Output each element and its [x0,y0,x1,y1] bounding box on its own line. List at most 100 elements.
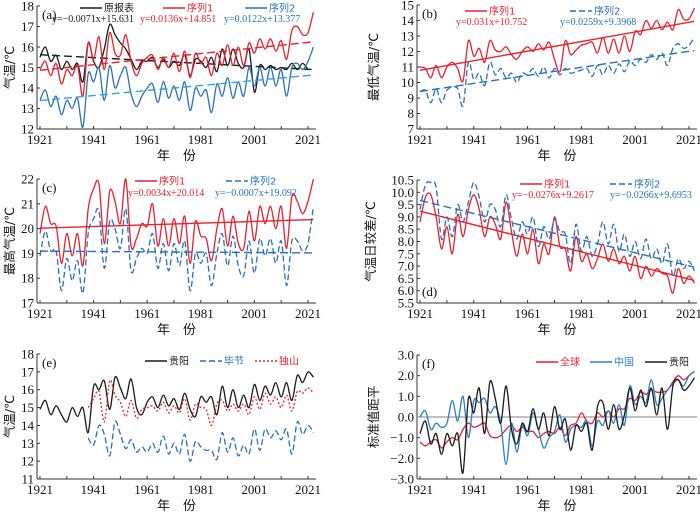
y-tick-label: 16 [21,382,35,397]
y-tick-label: 18 [21,347,34,362]
x-tick-label: 1981 [568,132,594,147]
y-tick-label: 11 [21,472,34,487]
y-tick-label: 12 [21,122,34,137]
legend-label: 中国 [614,356,634,369]
y-tick-label: 9.0 [398,209,414,224]
y-tick-label: 10 [401,75,414,90]
y-tick-label: 8.5 [398,222,414,237]
y-tick-label: 19 [21,246,34,261]
y-tick-label: 14 [21,418,35,433]
y-tick-label: 9.5 [398,197,414,212]
x-tick-label: 1981 [568,482,594,497]
x-axis-label: 年 份 [537,149,576,164]
trend-equation: y=0.0259x+9.3968 [560,17,636,28]
series-line-1 [419,192,695,294]
series-line-2 [419,37,695,108]
x-axis-label: 年 份 [537,323,576,338]
x-tick-label: 1921 [27,306,53,321]
panel-label: (c) [42,180,56,195]
panel-d: 5.56.06.57.07.58.08.59.09.510.010.5 1921 1… [363,173,700,339]
series-line-1 [419,370,695,449]
legend-label: 全球 [560,356,580,369]
legend-item-2: 毕节 [200,355,244,368]
x-tick-label: 1961 [515,482,541,497]
x-tick-label: 1921 [27,482,53,497]
y-axis-label: 气温/℃ [2,395,17,438]
panel-label: (f) [422,356,435,371]
x-tick-label: 1921 [27,132,53,147]
series-line-2 [419,180,695,277]
x-tick-label: 2001 [622,482,648,497]
x-tick-label: 2021 [295,482,321,497]
y-tick-label: 15 [21,60,34,75]
series-line-2 [39,12,315,97]
x-tick-label: 1981 [188,482,214,497]
x-tick-label: 2001 [241,482,267,497]
y-tick-label: 17 [21,364,35,379]
trend-line-1 [419,210,695,282]
y-tick-label: 8.0 [398,234,414,249]
panel-f: −3.0 −2.0 −1.0 0.0 1.0 2.0 3.0 1921 1941 1961 1981… [366,348,700,512]
x-tick-label: 1941 [461,306,487,321]
legend-label: 序列2 [594,5,620,18]
y-tick-label: 12 [401,44,414,59]
series-line-2 [39,206,315,294]
y-tick-label: 20 [21,221,34,236]
trend-equation: y=0.0136x+14.851 [140,14,216,25]
y-tick-label: −2.0 [390,451,414,466]
y-tick-label: 18 [21,0,34,14]
panel-label: (a) [42,7,56,22]
x-tick-label: 2021 [676,306,700,321]
y-tick-label: 9 [408,91,415,106]
trend-equation: y=0.0122x+13.377 [224,14,300,25]
y-axis-label: 最低气温/℃ [366,33,381,101]
x-tick-label: 2001 [622,306,648,321]
x-tick-label: 1941 [81,306,107,321]
trend-equation: y=−0.0007x+19.092 [215,188,297,199]
trend-equation: y=−0.0276x+9.2617 [512,190,594,201]
trend-line-1 [419,20,695,72]
x-tick-label: 1921 [407,132,433,147]
x-tick-label: 1941 [81,482,107,497]
y-tick-label: 18 [21,271,34,286]
series-line-3 [419,377,695,474]
y-tick-label: 7.0 [398,259,414,274]
y-tick-label: 7.5 [398,246,414,261]
legend-item-1: 贵阳 [145,355,189,368]
panel-a: 12 13 14 15 16 17 18 1921 1941 1961 1981 2001 2021 年 … [2,0,321,164]
x-axis-label: 年 份 [537,499,576,512]
y-tick-label: 14 [401,13,415,28]
x-tick-label: 1961 [134,306,160,321]
legend-label: 序列1 [544,178,570,191]
y-tick-label: 8 [408,106,415,121]
y-axis-label: 气温/℃ [2,46,17,89]
legend-item-3: 贵阳 [645,356,689,369]
legend-label: 原报表 [104,2,134,15]
panel-label: (b) [422,6,437,21]
y-tick-label: 13 [21,101,34,116]
x-tick-label: 1961 [134,482,160,497]
trend-line-2 [419,199,695,268]
y-tick-label: 16 [21,40,35,55]
x-tick-label: 1921 [407,482,433,497]
legend-label: 序列1 [159,175,185,188]
y-tick-label: 5.5 [398,296,414,311]
x-tick-label: 2001 [622,132,648,147]
y-tick-label: 3.0 [398,348,414,363]
x-tick-label: 1961 [134,132,160,147]
y-tick-label: 14 [21,81,35,96]
legend-label: 序列1 [489,5,515,18]
y-tick-label: 17 [21,19,35,34]
legend-label: 独山 [279,355,299,368]
x-tick-label: 1941 [461,132,487,147]
y-tick-label: 12 [21,454,34,469]
trend-line-3 [39,74,314,102]
y-axis-label: 标准值距平 [366,386,381,449]
